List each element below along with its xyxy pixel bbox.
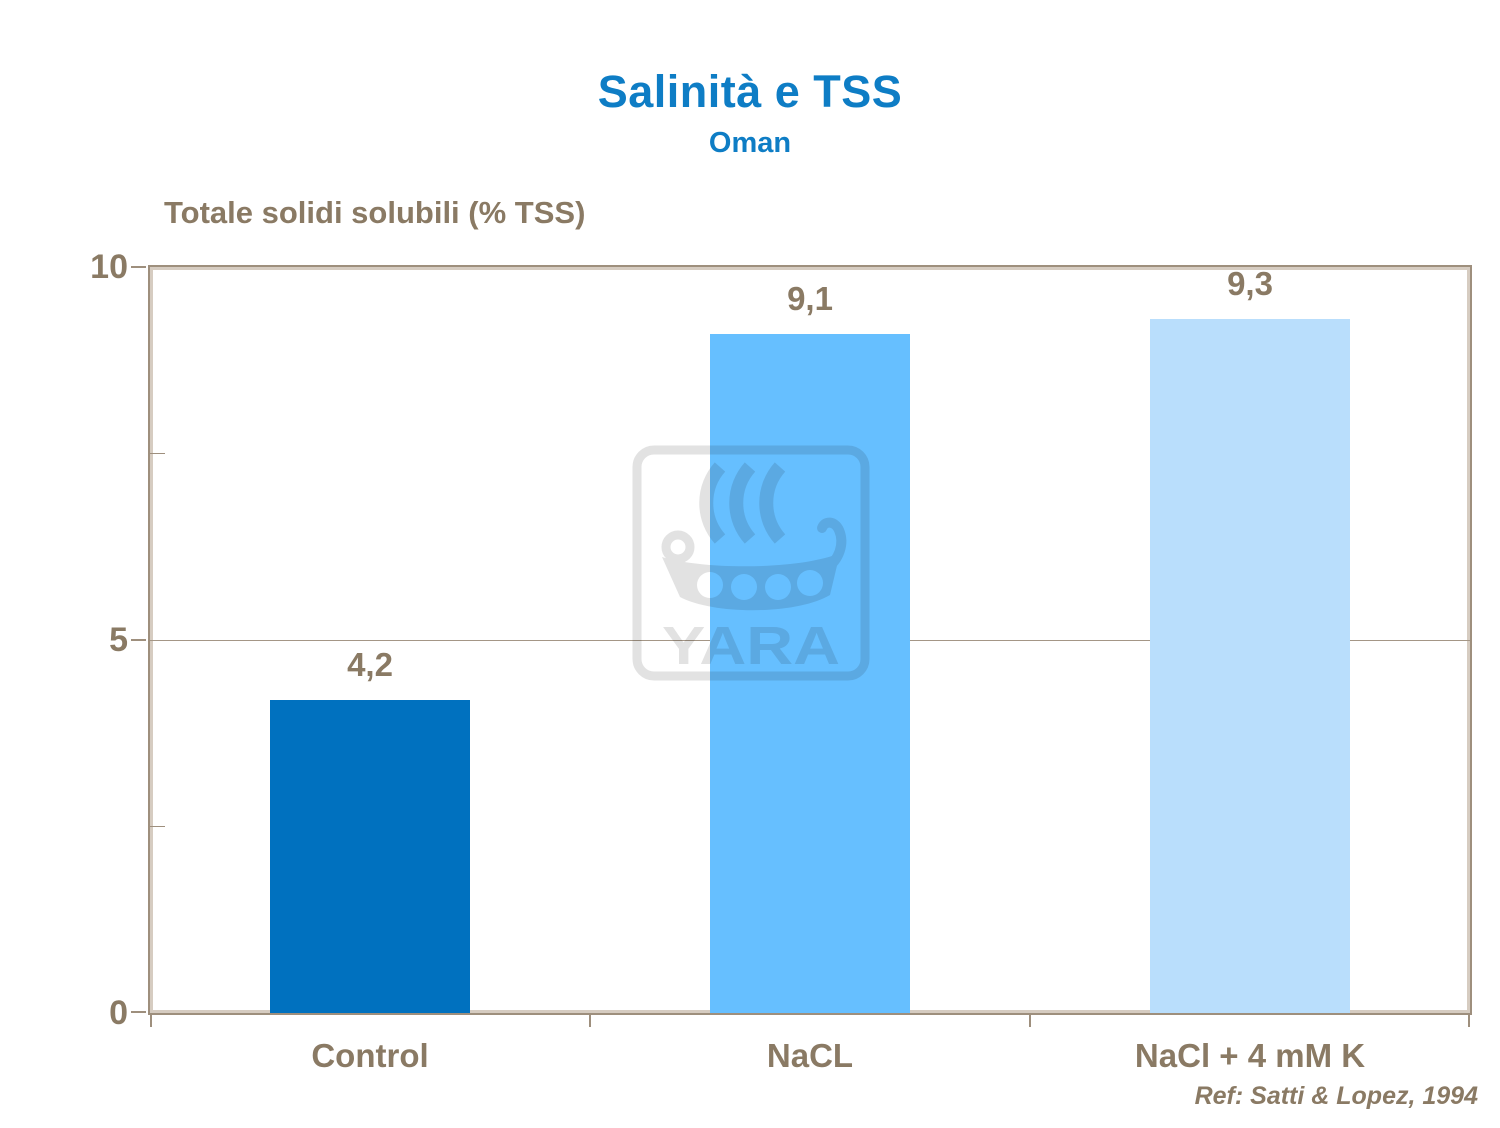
x-axis-label-nacl: NaCL (766, 1037, 854, 1074)
x-boundary-tick-0 (150, 1013, 152, 1027)
x-boundary-tick-1 (589, 1013, 591, 1027)
y-minor-tick-2.5 (150, 826, 165, 827)
plot-area: YARA 4,2 9,1 9,3 0 5 10 Control NaCL NaCl + 4 mM… (90, 248, 1472, 1074)
sail-crescents-icon (699, 462, 786, 544)
x-boundary-tick-2 (1029, 1013, 1031, 1027)
chart-title: Salinità e TSS (597, 66, 903, 117)
x-axis-label-nacl-4-mm-k: NaCl + 4 mM K (1134, 1037, 1366, 1074)
bar-value-label-nacl-4-mm-k: 9,3 (1227, 265, 1273, 303)
bar-value-label-nacl: 9,1 (787, 280, 833, 318)
y-axis-tick-label-5: 5 (109, 621, 128, 659)
y-axis-title: Totale solidi solubili (% TSS) (164, 195, 586, 230)
y-major-tick-10 (131, 266, 146, 268)
y-minor-tick-7.5 (150, 453, 165, 454)
x-boundary-tick-3 (1468, 1013, 1470, 1027)
ship-stern-curl-icon (661, 530, 695, 564)
x-axis-label-control: Control (311, 1037, 429, 1074)
y-major-tick-5 (131, 639, 146, 641)
y-axis-tick-label-10: 10 (90, 248, 128, 286)
watermark-frame (632, 445, 870, 681)
bar-control (270, 699, 470, 1013)
bar-value-label-control: 4,2 (347, 645, 393, 683)
ship-hull-icon (662, 553, 840, 611)
chart-subtitle: Oman (708, 127, 792, 159)
bar-nacl-4-mm-k (1150, 319, 1350, 1013)
yara-logo-watermark: YARA (632, 445, 870, 681)
y-major-tick-0 (131, 1011, 146, 1013)
y-axis-tick-label-0: 0 (109, 994, 128, 1032)
reference-citation: Ref: Satti & Lopez, 1994 (1194, 1082, 1478, 1110)
watermark-wordmark: YARA (662, 616, 840, 676)
